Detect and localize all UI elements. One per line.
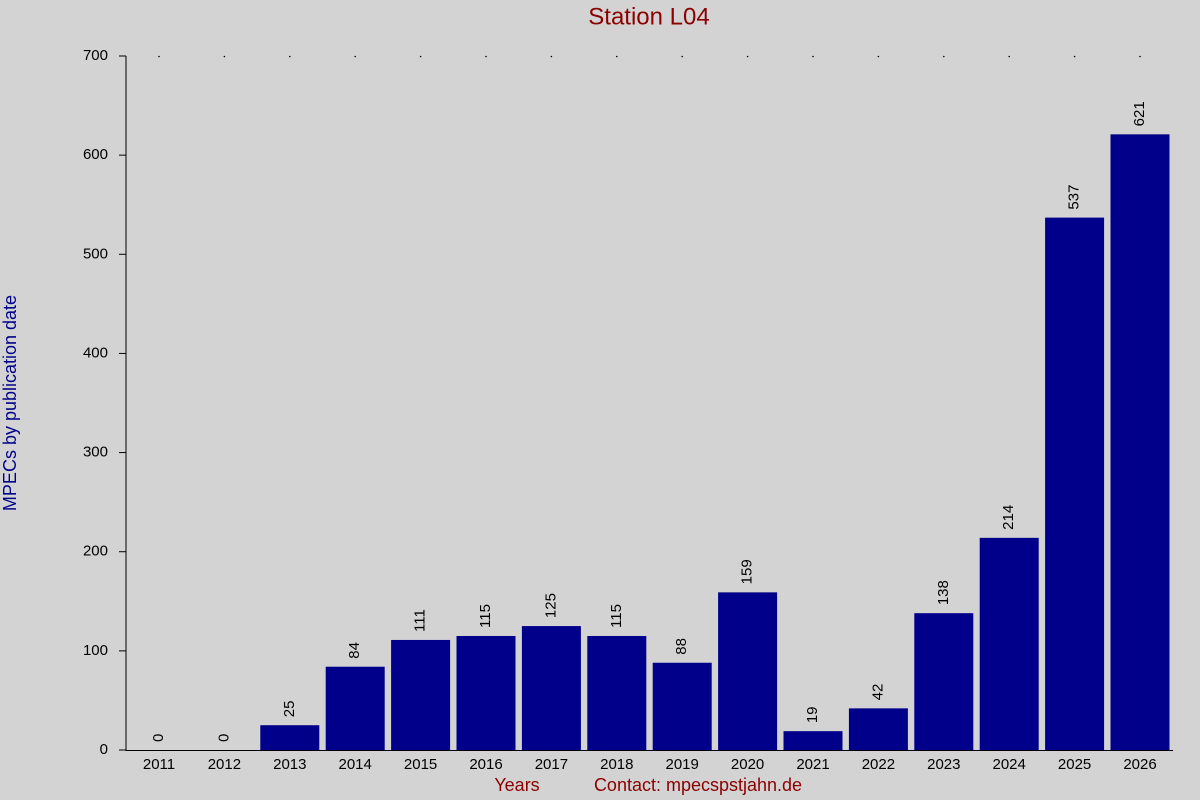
x-axis-label: Years xyxy=(494,775,539,795)
y-axis-label: MPECs by publication date xyxy=(0,295,20,511)
bar xyxy=(521,626,581,750)
value-label: 125 xyxy=(542,593,559,618)
value-label: 84 xyxy=(346,642,363,659)
top-dot xyxy=(485,55,487,58)
value-label: 0 xyxy=(215,734,232,742)
x-tick-label: 2011 xyxy=(143,756,175,773)
value-label: 159 xyxy=(739,559,756,584)
bar xyxy=(1110,134,1170,750)
top-dot xyxy=(812,55,814,58)
x-tick-label: 2013 xyxy=(273,756,306,773)
bar xyxy=(587,635,647,750)
x-tick-label: 2016 xyxy=(469,756,502,773)
top-dot xyxy=(681,55,683,58)
contact: Contact: mpecspstjahn.de xyxy=(594,775,802,795)
x-tick-label: 2020 xyxy=(731,756,764,773)
x-tick-label: 2022 xyxy=(862,756,895,773)
y-tick-label: 300 xyxy=(83,444,108,461)
top-dot xyxy=(223,55,226,58)
bar xyxy=(391,639,451,750)
y-tick-label: 700 xyxy=(83,47,108,64)
bar xyxy=(914,613,974,750)
top-dot xyxy=(289,55,291,58)
y-tick-label: 200 xyxy=(83,543,108,560)
x-tick-label: 2026 xyxy=(1123,756,1156,773)
bar xyxy=(848,708,908,750)
x-tick-label: 2019 xyxy=(666,756,699,773)
top-dot xyxy=(354,55,357,58)
bar xyxy=(1045,217,1105,751)
top-dot xyxy=(943,55,945,58)
top-dot xyxy=(1008,55,1010,58)
top-dot xyxy=(1073,55,1076,58)
bar xyxy=(979,537,1039,750)
value-label: 0 xyxy=(150,734,167,742)
x-tick-label: 2012 xyxy=(208,756,241,773)
value-label: 19 xyxy=(804,706,821,723)
value-label: 88 xyxy=(673,638,690,655)
top-dot xyxy=(158,55,160,58)
top-dot xyxy=(550,55,553,58)
x-tick-label: 2017 xyxy=(535,756,568,773)
bar xyxy=(783,731,843,750)
value-label: 115 xyxy=(477,604,494,628)
y-tick-label: 400 xyxy=(83,344,108,361)
x-tick-label: 2015 xyxy=(404,756,437,773)
x-tick-label: 2021 xyxy=(796,756,829,773)
top-dot xyxy=(746,55,749,58)
value-label: 25 xyxy=(281,701,298,718)
top-dot xyxy=(877,55,880,58)
x-tick-label: 2023 xyxy=(927,756,960,773)
x-tick-label: 2014 xyxy=(339,756,372,773)
value-label: 111 xyxy=(412,609,429,632)
top-dot xyxy=(616,55,618,58)
value-label: 138 xyxy=(935,580,952,605)
x-tick-label: 2025 xyxy=(1058,756,1091,773)
bar xyxy=(260,725,320,750)
value-label: 42 xyxy=(869,684,886,701)
y-tick-label: 100 xyxy=(83,642,108,659)
bar xyxy=(325,666,385,750)
value-label: 537 xyxy=(1066,185,1083,210)
y-tick-label: 600 xyxy=(83,146,108,163)
bar xyxy=(652,662,712,750)
top-dot xyxy=(419,55,422,58)
y-tick-label: 0 xyxy=(100,741,108,758)
top-dot xyxy=(1139,55,1141,58)
value-label: 214 xyxy=(1000,505,1017,530)
chart-title: Station L04 xyxy=(588,3,709,30)
bar xyxy=(456,635,516,750)
value-label: 115 xyxy=(608,604,625,628)
x-tick-label: 2018 xyxy=(600,756,633,773)
value-label: 621 xyxy=(1131,101,1148,126)
bar xyxy=(718,592,778,750)
y-tick-label: 500 xyxy=(83,245,108,262)
x-tick-label: 2024 xyxy=(993,756,1026,773)
